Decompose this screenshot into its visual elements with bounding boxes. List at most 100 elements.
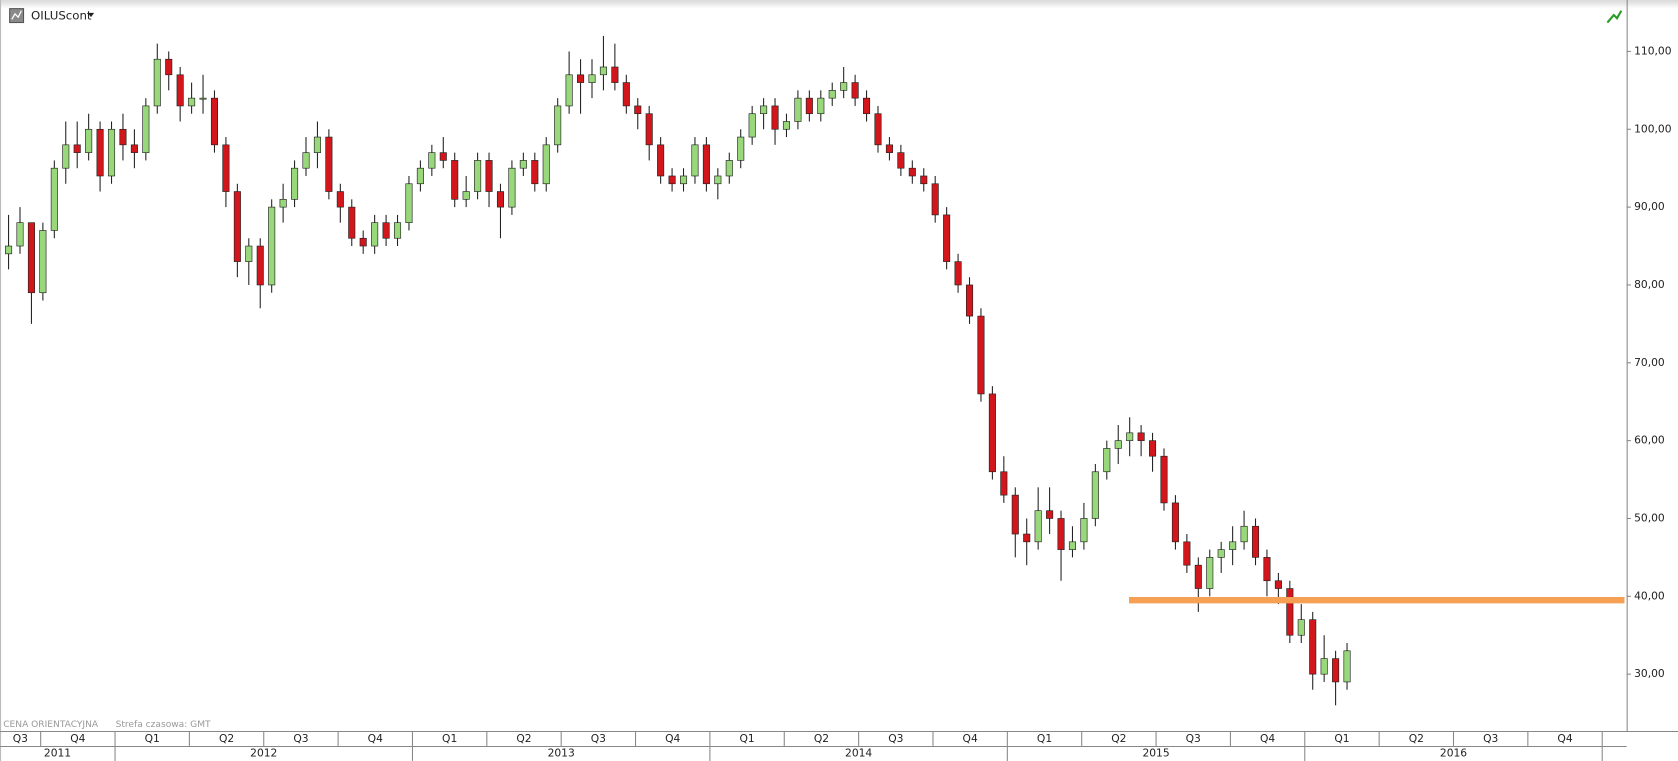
candle-body (737, 136, 745, 161)
candle-body (965, 284, 974, 317)
candle-body (588, 74, 596, 83)
candle-body (1297, 619, 1305, 636)
candle-body (130, 144, 138, 153)
trend-icon[interactable] (1606, 10, 1623, 24)
y-tick-label: 90,00 (1634, 200, 1665, 213)
candle-body (382, 222, 390, 239)
candle-body (336, 191, 344, 208)
candle-body (634, 105, 642, 115)
candle-body (1309, 619, 1317, 675)
candle-body (554, 105, 562, 146)
candle-body (496, 191, 505, 208)
candle-body (96, 128, 104, 177)
quarter-label: Q4 (665, 732, 680, 745)
candle-body (176, 74, 184, 107)
candle-body (256, 245, 264, 286)
footer-timezone: Strefa czasowa: GMT (116, 720, 211, 730)
candle-body (1251, 525, 1260, 558)
candle-body (782, 121, 791, 130)
candle-body (119, 128, 127, 146)
year-label: 2016 (1440, 746, 1467, 759)
candle-body (1011, 494, 1019, 535)
candle-body (657, 144, 665, 177)
candle-body (1149, 440, 1157, 457)
candle-body (279, 199, 287, 208)
dropdown-arrow[interactable] (87, 12, 95, 18)
candle-body (1000, 471, 1008, 496)
year-label: 2015 (1142, 746, 1169, 759)
candle-body (1332, 658, 1340, 683)
candle-body (210, 97, 219, 146)
candle-body (851, 82, 859, 99)
candle-body (451, 160, 459, 200)
quarter-label: Q4 (963, 732, 978, 745)
candle-body (863, 97, 871, 115)
candle-body (840, 82, 848, 91)
candle-body (920, 175, 928, 185)
quarter-label: Q1 (442, 732, 457, 745)
quarter-label: Q3 (293, 732, 308, 745)
candle-body (1183, 541, 1191, 566)
candle-body (188, 97, 196, 107)
candle-body (325, 136, 333, 192)
candle-body (371, 222, 379, 247)
candle-body (153, 58, 161, 107)
candle-body (577, 74, 585, 83)
year-label: 2014 (845, 746, 872, 759)
candle-body (771, 105, 779, 130)
candle-body (828, 90, 836, 99)
candle-body (908, 167, 916, 177)
candle-body (760, 105, 768, 115)
y-tick-label: 30,00 (1634, 667, 1665, 680)
candle-body (679, 175, 688, 185)
candle-body (416, 167, 424, 185)
quarter-label: Q3 (13, 732, 28, 745)
candle-body (107, 128, 116, 177)
candle-body (165, 58, 173, 76)
candle-body (393, 222, 402, 239)
candle-body (954, 261, 962, 286)
candle-body (817, 97, 825, 115)
candle-body (199, 97, 207, 100)
symbol-icon[interactable] (9, 8, 25, 24)
footer-note: CENA ORIENTACYJNA (3, 720, 99, 730)
candle-body (519, 160, 527, 169)
candle-body (565, 74, 573, 107)
candle-body (1034, 510, 1042, 543)
year-label: 2012 (250, 746, 277, 759)
candle-body (233, 191, 241, 262)
candle-body (1126, 432, 1134, 441)
candle-body (291, 167, 299, 200)
quarter-label: Q4 (1260, 732, 1275, 745)
quarter-label: Q1 (1037, 732, 1052, 745)
y-tick-label: 100,00 (1634, 122, 1672, 135)
quarter-label: Q3 (1483, 732, 1498, 745)
candle-body (1320, 658, 1328, 675)
quarter-label: Q4 (368, 732, 383, 745)
candle-body (1217, 549, 1225, 558)
quarter-label: Q3 (591, 732, 606, 745)
candle-body (73, 144, 81, 153)
candle-body (714, 175, 722, 185)
candle-body (302, 152, 310, 169)
candle-body (668, 175, 676, 185)
y-tick-label: 80,00 (1634, 278, 1665, 291)
candle-body (1137, 432, 1145, 441)
candle-body (1068, 541, 1077, 550)
quarter-label: Q1 (1334, 732, 1349, 745)
candle-body (645, 113, 653, 146)
candle-body (805, 97, 813, 115)
candle-body (988, 393, 996, 473)
candle-body (977, 315, 985, 395)
candle-body (222, 144, 230, 192)
candle-body (531, 160, 539, 185)
symbol-title[interactable]: OILUScont (31, 9, 92, 23)
candle-body (485, 160, 493, 192)
candle-body (27, 222, 35, 294)
candle-body (16, 222, 24, 247)
quarter-label: Q4 (1557, 732, 1572, 745)
icon-glyph (11, 10, 22, 20)
candle-body (1080, 518, 1088, 543)
